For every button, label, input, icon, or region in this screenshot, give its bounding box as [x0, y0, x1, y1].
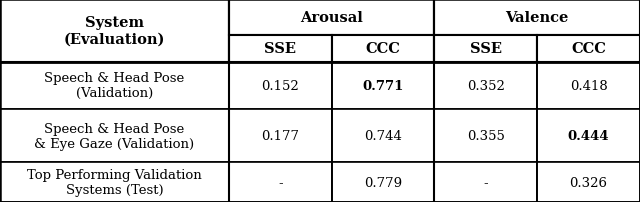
Text: CCC: CCC	[571, 42, 606, 56]
Bar	[229, 109, 332, 163]
Bar	[229, 35, 332, 63]
Text: 0.352: 0.352	[467, 79, 505, 92]
Bar	[537, 63, 640, 109]
Bar	[332, 109, 435, 163]
Text: 0.152: 0.152	[261, 79, 299, 92]
Text: 0.779: 0.779	[364, 176, 402, 189]
Bar	[0, 63, 229, 109]
Bar	[435, 63, 537, 109]
Bar	[537, 109, 640, 163]
Bar	[0, 163, 229, 202]
Bar	[435, 35, 537, 63]
Text: 0.771: 0.771	[362, 79, 404, 92]
Bar	[229, 0, 435, 35]
Bar	[435, 0, 640, 35]
Text: SSE: SSE	[264, 42, 296, 56]
Text: -: -	[483, 176, 488, 189]
Text: Valence: Valence	[506, 11, 569, 25]
Text: System
(Evaluation): System (Evaluation)	[64, 16, 165, 46]
Text: 0.177: 0.177	[261, 129, 300, 142]
Text: 0.326: 0.326	[570, 176, 607, 189]
Bar	[332, 163, 435, 202]
Bar	[0, 109, 229, 163]
Text: 0.355: 0.355	[467, 129, 505, 142]
Text: SSE: SSE	[470, 42, 502, 56]
Bar	[229, 63, 332, 109]
Bar	[537, 163, 640, 202]
Text: -: -	[278, 176, 282, 189]
Text: CCC: CCC	[365, 42, 401, 56]
Bar	[435, 109, 537, 163]
Bar	[229, 163, 332, 202]
Text: 0.444: 0.444	[568, 129, 609, 142]
Bar	[0, 0, 229, 63]
Text: Speech & Head Pose
& Eye Gaze (Validation): Speech & Head Pose & Eye Gaze (Validatio…	[35, 122, 195, 150]
Bar	[435, 163, 537, 202]
Bar	[332, 35, 435, 63]
Text: 0.744: 0.744	[364, 129, 402, 142]
Bar	[332, 63, 435, 109]
Text: 0.418: 0.418	[570, 79, 607, 92]
Text: Top Performing Validation
Systems (Test): Top Performing Validation Systems (Test)	[27, 168, 202, 196]
Text: Speech & Head Pose
(Validation): Speech & Head Pose (Validation)	[44, 72, 184, 100]
Text: Arousal: Arousal	[300, 11, 363, 25]
Bar	[537, 35, 640, 63]
